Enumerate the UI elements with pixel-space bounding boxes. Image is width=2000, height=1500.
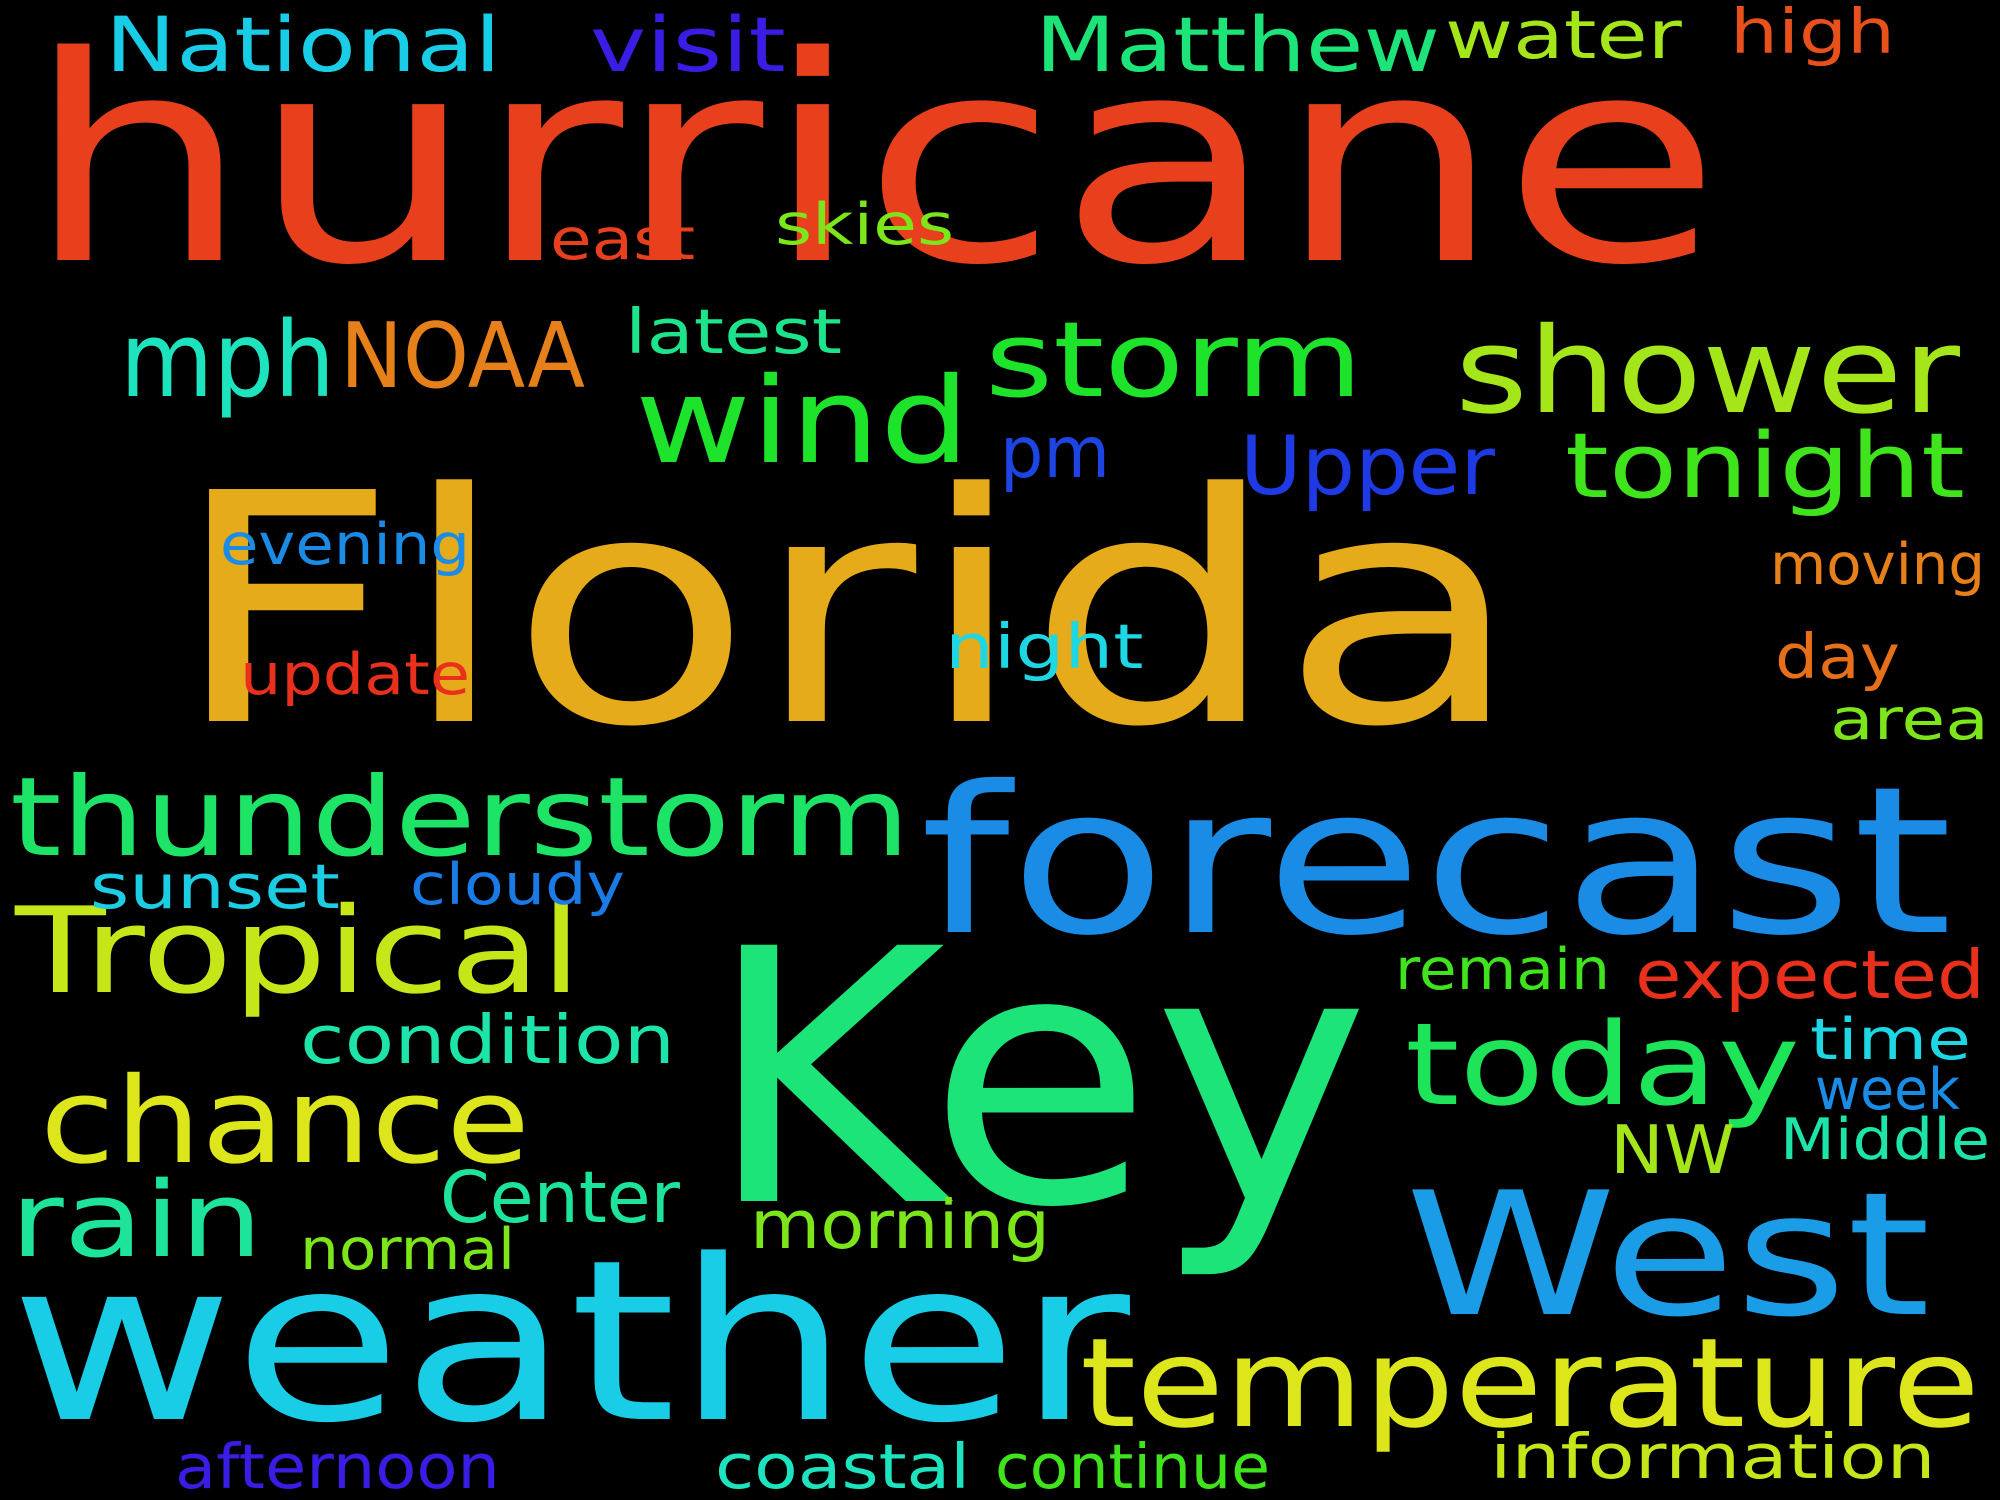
word-storm: storm [985, 298, 1363, 421]
word-coastal: coastal [715, 1430, 970, 1500]
word-tropical: Tropical [15, 883, 582, 1022]
word-upper: Upper [1240, 420, 1495, 515]
word-morning: morning [750, 1185, 1050, 1264]
word-skies: skies [775, 191, 955, 258]
word-evening: evening [220, 511, 470, 578]
word-sunset: sunset [90, 850, 340, 923]
word-wind: wind [635, 353, 970, 492]
word-hurricane: hurricane [25, 0, 1722, 328]
word-remain: remain [1395, 936, 1610, 1003]
word-temperature: temperature [1080, 1312, 1980, 1457]
word-day: day [1775, 620, 1900, 693]
word-key: Key [705, 875, 1370, 1285]
word-west: West [1405, 1155, 1931, 1355]
word-thunderstorm: thunderstorm [10, 753, 911, 881]
word-update: update [240, 641, 470, 708]
word-matthew: Matthew [1035, 0, 1440, 89]
word-afternoon: afternoon [175, 1430, 501, 1500]
word-weather: weather [10, 1211, 1130, 1472]
word-normal: normal [300, 1216, 515, 1283]
word-information: information [1490, 1420, 1936, 1493]
word-rain: rain [10, 1158, 263, 1281]
word-noaa: NOAA [340, 304, 585, 410]
word-center: Center [440, 1155, 680, 1239]
word-condition: condition [300, 1000, 675, 1079]
word-florida: Florida [170, 427, 1524, 798]
word-nw: NW [1610, 1110, 1735, 1189]
word-expected: expected [1635, 935, 1985, 1014]
word-night: night [945, 610, 1144, 683]
word-middle: Middle [1780, 1106, 1990, 1173]
word-forecast: forecast [920, 743, 1953, 982]
word-time: time [1810, 1006, 1971, 1073]
word-mph: mph [120, 298, 335, 421]
word-continue: continue [995, 1430, 1270, 1500]
word-week: week [1815, 1056, 1960, 1123]
word-east: east [550, 206, 695, 273]
word-visit: visit [590, 0, 786, 89]
word-today: today [1405, 998, 1800, 1131]
word-pm: pm [1000, 410, 1110, 494]
word-shower: shower [1455, 303, 1960, 442]
word-water: water [1445, 0, 1682, 74]
word-area: area [1830, 686, 1989, 753]
word-latest: latest [625, 295, 842, 368]
word-chance: chance [40, 1053, 530, 1192]
word-moving: moving [1770, 531, 1985, 598]
word-national: National [105, 0, 501, 89]
word-high: high [1730, 0, 1895, 68]
word-cloudy: cloudy [410, 851, 625, 918]
word-tonight: tonight [1565, 414, 1965, 520]
